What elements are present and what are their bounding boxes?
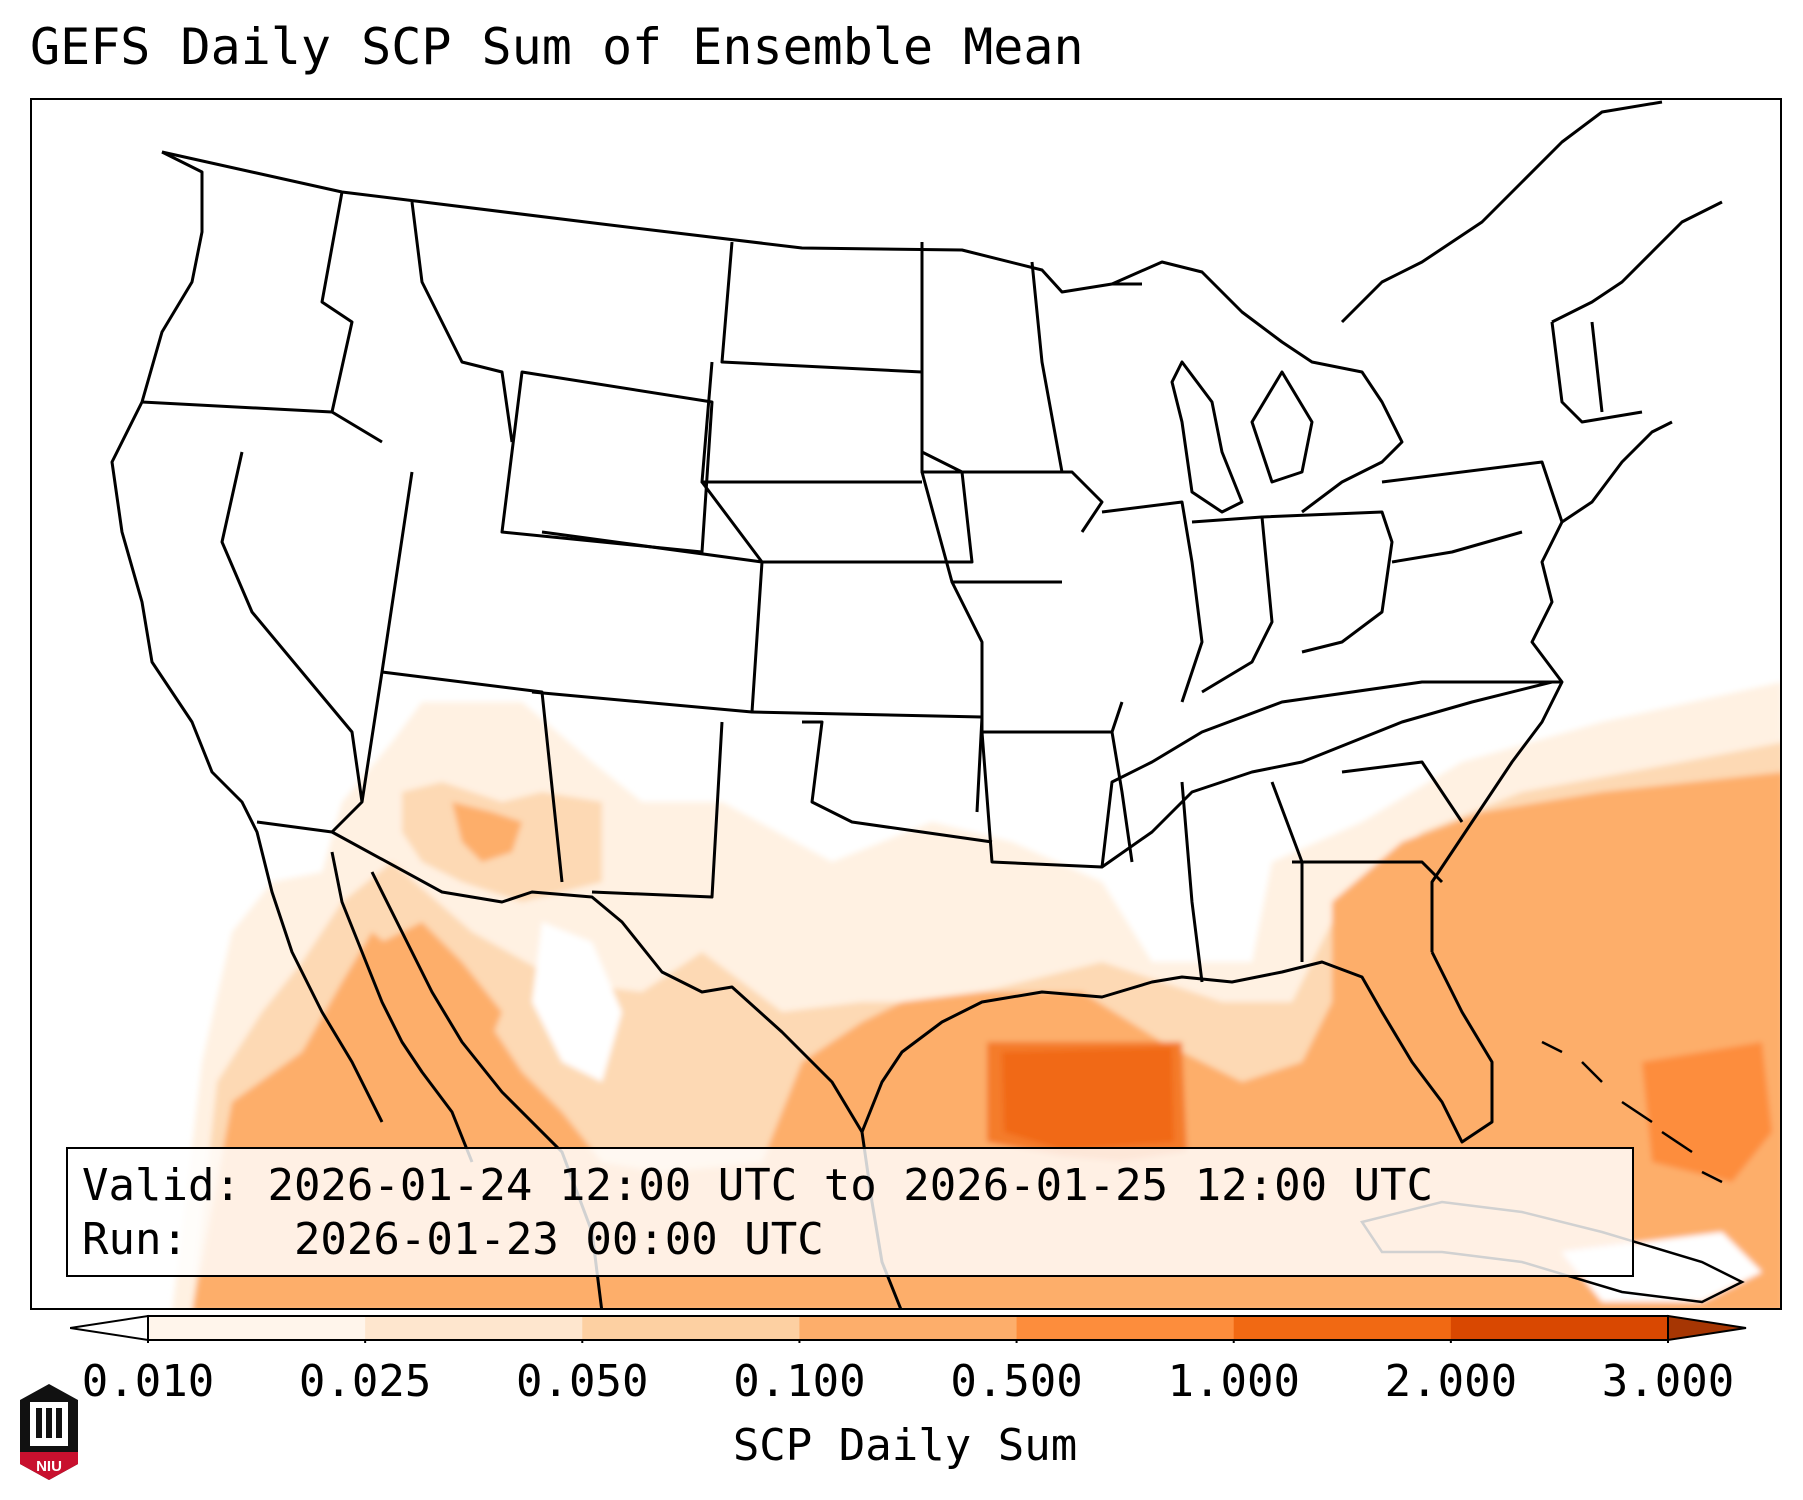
colorbar-extend-low xyxy=(70,1314,149,1342)
scp-level-0050-southwest xyxy=(452,802,522,862)
pacific-coastline xyxy=(110,150,384,1123)
scp-level-0500-atlantic xyxy=(1642,1042,1772,1182)
colorbar-segment xyxy=(1233,1316,1452,1340)
colorbar-extend-high xyxy=(1667,1314,1747,1342)
gulf-coastline xyxy=(860,951,1494,1144)
colorbar-tick-label: 0.100 xyxy=(733,1356,866,1407)
colorbar-tick-label: 0.050 xyxy=(516,1356,649,1407)
map-canvas xyxy=(110,100,1780,1308)
scp-level-1000 xyxy=(1002,1047,1174,1150)
colorbar-outline xyxy=(147,1315,1669,1341)
niu-logo-text: NIU xyxy=(36,1458,62,1475)
scp-gap-mexico xyxy=(532,922,622,1082)
scp-level-0050-mexico xyxy=(382,922,502,1062)
colorbar-tick-label: 3.000 xyxy=(1601,1356,1735,1407)
colorbar-tick-label: 0.010 xyxy=(81,1356,215,1407)
colorbar-segment xyxy=(148,1316,366,1340)
colorbar-tick-label: 0.025 xyxy=(298,1356,432,1407)
valid-label: Valid: xyxy=(82,1160,241,1211)
colorbar xyxy=(70,1314,1747,1343)
colorbar-segment xyxy=(1450,1316,1669,1340)
great-lakes xyxy=(1111,260,1404,514)
colorbar-segment xyxy=(365,1316,583,1340)
us-canada-border xyxy=(161,150,1142,294)
colorbar-segment xyxy=(582,1316,800,1340)
map-panel xyxy=(30,98,1782,1310)
northeast-border xyxy=(1340,100,1723,324)
run-value: 2026-01-23 00:00 UTC xyxy=(293,1214,824,1265)
colorbar-tick-label: 0.500 xyxy=(950,1356,1083,1407)
colorbar-tick-label: 2.000 xyxy=(1384,1356,1518,1407)
valid-time-box: Valid: 2026-01-24 12:00 UTC to 2026-01-2… xyxy=(66,1147,1634,1277)
political-boundaries xyxy=(110,100,1723,1308)
niu-logo xyxy=(20,1384,78,1480)
map-title: GEFS Daily SCP Sum of Ensemble Mean xyxy=(30,18,1084,76)
run-label: Run: xyxy=(82,1214,188,1265)
colorbar-segment xyxy=(799,1316,1018,1340)
colorbar-tick-label: 1.000 xyxy=(1167,1356,1300,1407)
valid-value: 2026-01-24 12:00 UTC to 2026-01-25 12:00… xyxy=(267,1160,1434,1211)
colorbar-label: SCP Daily Sum xyxy=(732,1420,1078,1471)
us-mexico-border xyxy=(256,820,864,1133)
atlantic-coastline xyxy=(1430,420,1673,952)
baja-coastline xyxy=(330,851,474,1163)
colorbar-segment xyxy=(1016,1316,1235,1340)
